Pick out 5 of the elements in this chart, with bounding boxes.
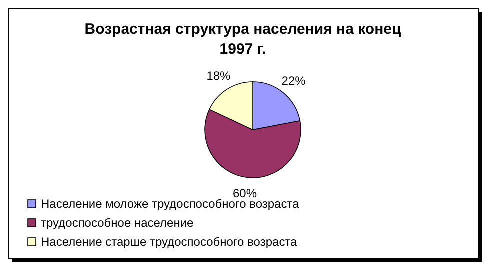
chart-title: Возрастная структура населения на конец 1997 г. bbox=[84, 21, 402, 58]
legend-label: Население старше трудоспособного возраста bbox=[41, 235, 298, 249]
data-label: 22% bbox=[282, 74, 306, 88]
data-label: 18% bbox=[206, 69, 232, 84]
legend-label: трудоспособное население bbox=[41, 216, 194, 230]
